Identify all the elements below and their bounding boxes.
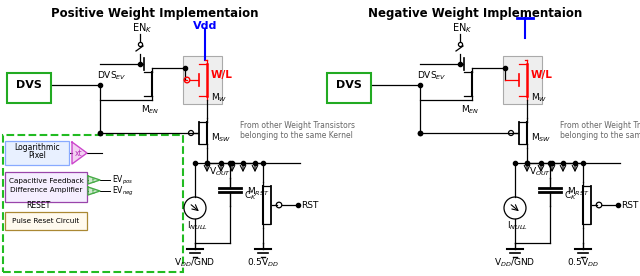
Text: V$_{DD}$/GND: V$_{DD}$/GND	[175, 257, 216, 269]
Text: Negative Weight Implementaion: Negative Weight Implementaion	[368, 7, 582, 20]
FancyBboxPatch shape	[5, 172, 87, 202]
Text: I$_{NULL}$: I$_{NULL}$	[507, 220, 527, 232]
Text: Logarithmic: Logarithmic	[14, 144, 60, 153]
Text: DVS$_{EV}$: DVS$_{EV}$	[97, 70, 127, 82]
Text: DVS: DVS	[16, 80, 42, 90]
Text: C$_K$: C$_K$	[244, 190, 257, 202]
Text: EV$_{pos}$: EV$_{pos}$	[112, 173, 134, 187]
Text: M$_{SW}$: M$_{SW}$	[211, 132, 231, 144]
Text: From other Weight Transistors: From other Weight Transistors	[560, 121, 640, 131]
Text: EN$_K$: EN$_K$	[132, 21, 152, 35]
Text: RESET: RESET	[26, 201, 50, 211]
FancyBboxPatch shape	[5, 141, 69, 165]
Text: M$_W$: M$_W$	[531, 92, 547, 104]
Polygon shape	[88, 176, 100, 184]
Text: RST: RST	[301, 200, 318, 209]
Text: V$_{OUT}$: V$_{OUT}$	[209, 166, 231, 178]
Text: RST: RST	[621, 200, 638, 209]
Polygon shape	[72, 142, 87, 164]
Text: 0.5V$_{DD}$: 0.5V$_{DD}$	[567, 257, 599, 269]
Text: M$_W$: M$_W$	[211, 92, 227, 104]
Text: W/L: W/L	[211, 70, 233, 80]
Text: Positive Weight Implementaion: Positive Weight Implementaion	[51, 7, 259, 20]
FancyBboxPatch shape	[183, 56, 222, 104]
Text: W/L: W/L	[531, 70, 553, 80]
Text: Capacitive Feedback: Capacitive Feedback	[8, 178, 83, 184]
Text: M$_{SW}$: M$_{SW}$	[531, 132, 551, 144]
FancyBboxPatch shape	[327, 73, 371, 103]
Text: 0.5V$_{DD}$: 0.5V$_{DD}$	[247, 257, 279, 269]
Text: EV$_{neg}$: EV$_{neg}$	[112, 184, 134, 198]
Text: EN$_K$: EN$_K$	[452, 21, 472, 35]
Text: I$_{NULL}$: I$_{NULL}$	[187, 220, 207, 232]
FancyBboxPatch shape	[5, 212, 87, 230]
Text: M$_{RST}$: M$_{RST}$	[247, 186, 269, 198]
FancyBboxPatch shape	[7, 73, 51, 103]
Text: V$_{OUT}$: V$_{OUT}$	[529, 166, 551, 178]
FancyBboxPatch shape	[503, 56, 542, 104]
Text: xt: xt	[75, 150, 83, 158]
Text: Difference Amplifier: Difference Amplifier	[10, 187, 82, 193]
Text: From other Weight Transistors: From other Weight Transistors	[240, 121, 355, 131]
Text: Pixel: Pixel	[28, 152, 46, 161]
Text: C$_K$: C$_K$	[564, 190, 577, 202]
Text: belonging to the same Kernel: belonging to the same Kernel	[240, 131, 353, 140]
Text: t: t	[92, 178, 94, 184]
Text: M$_{EN}$: M$_{EN}$	[141, 104, 159, 116]
Text: belonging to the same Kernel: belonging to the same Kernel	[560, 131, 640, 140]
Polygon shape	[88, 187, 100, 195]
Text: t: t	[92, 189, 94, 195]
Text: M$_{RST}$: M$_{RST}$	[567, 186, 589, 198]
Text: Vdd: Vdd	[193, 21, 217, 31]
Text: V$_{DD}$/GND: V$_{DD}$/GND	[495, 257, 536, 269]
Text: DVS: DVS	[336, 80, 362, 90]
Bar	[3, 135, 183, 272]
Text: DVS$_{EV}$: DVS$_{EV}$	[417, 70, 447, 82]
Text: Pulse Reset Circuit: Pulse Reset Circuit	[12, 218, 79, 224]
Text: M$_{EN}$: M$_{EN}$	[461, 104, 479, 116]
